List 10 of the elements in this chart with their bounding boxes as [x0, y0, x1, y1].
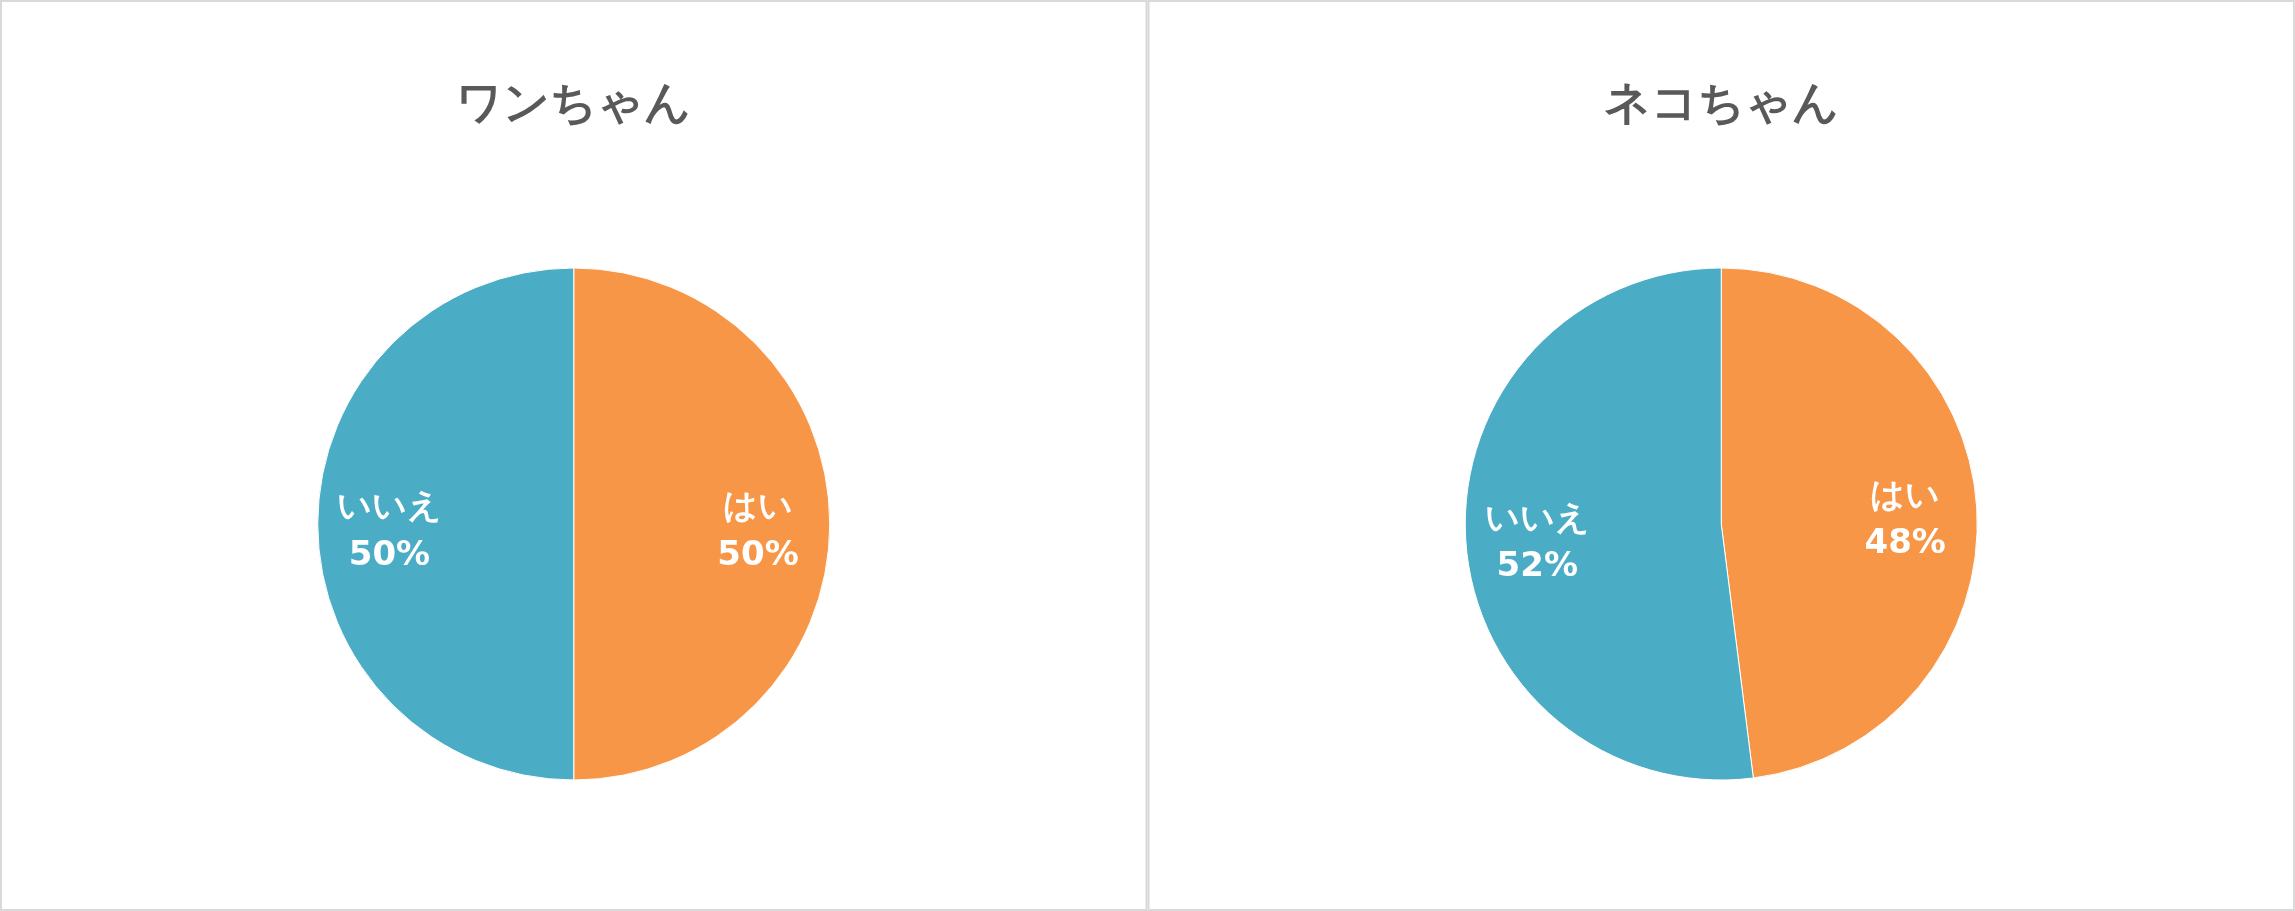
chart-title: ネコちゃん — [1603, 75, 1839, 129]
data-label: 50% — [348, 532, 431, 573]
data-label: 52% — [1496, 544, 1578, 585]
slice-label: はい — [1870, 473, 1941, 514]
data-label: 50% — [717, 532, 799, 573]
slice-label: いいえ — [1484, 496, 1590, 537]
slice-label: いいえ — [336, 485, 442, 526]
data-label: 48% — [1864, 521, 1946, 562]
slice-label: はい — [723, 485, 794, 526]
chart-title: ワンちゃん — [456, 75, 692, 129]
